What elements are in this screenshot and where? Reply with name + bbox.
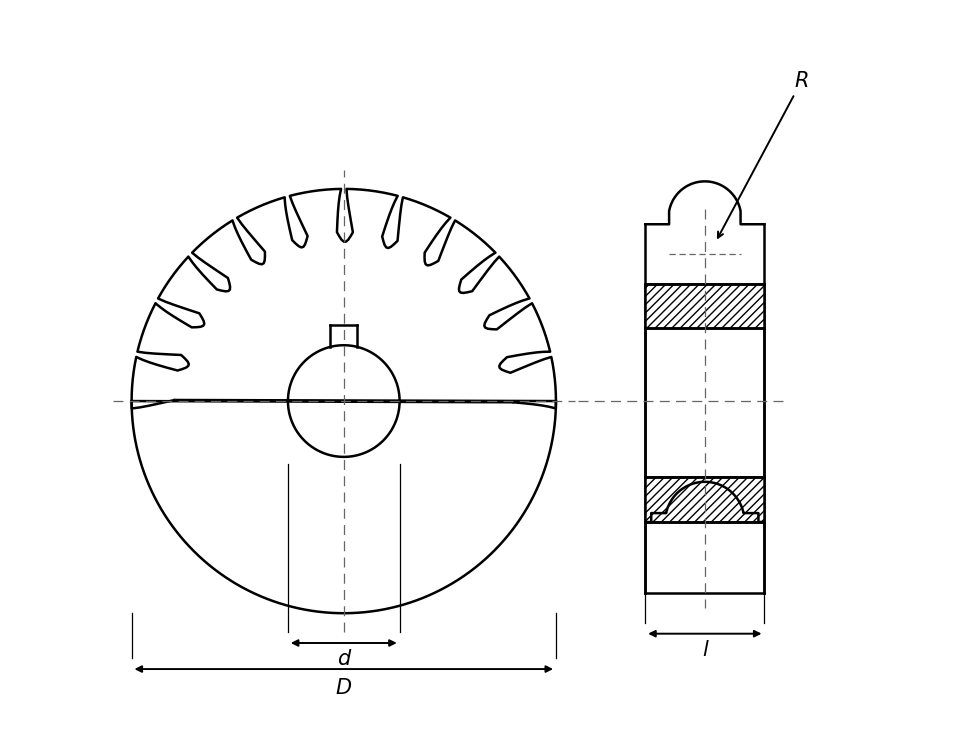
Text: R: R xyxy=(717,71,809,238)
Text: d: d xyxy=(337,650,351,670)
Bar xyxy=(645,284,765,328)
Text: l: l xyxy=(702,640,708,660)
Text: D: D xyxy=(336,678,351,698)
Bar xyxy=(645,477,765,522)
